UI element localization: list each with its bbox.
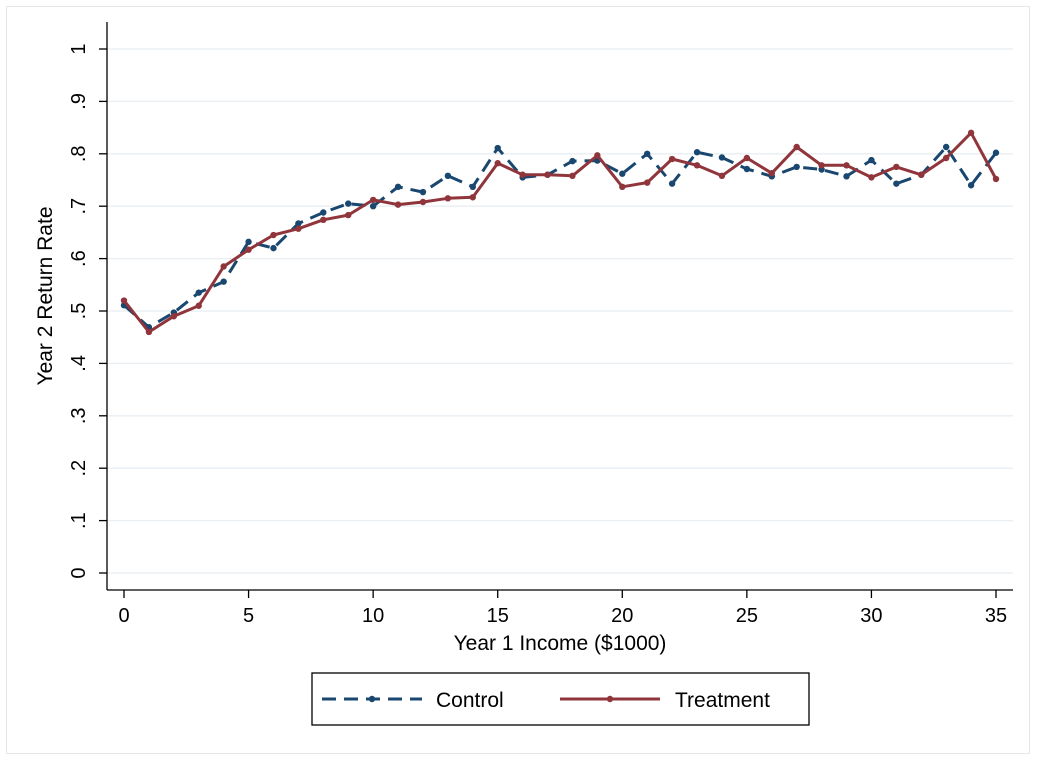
y-tick-label: .6 — [68, 250, 90, 267]
series-line-treatment — [122, 131, 998, 334]
data-point-treatment — [793, 143, 800, 151]
data-point-control — [893, 180, 900, 187]
data-point-control — [394, 183, 402, 191]
y-tick-label: 0 — [68, 567, 90, 578]
data-point-treatment — [668, 155, 676, 163]
data-point-treatment — [569, 172, 576, 180]
data-point-control — [419, 188, 427, 196]
data-point-control — [718, 154, 726, 161]
data-point-control — [793, 163, 800, 171]
data-point-control — [619, 170, 626, 177]
data-point-treatment — [718, 172, 726, 180]
data-point-treatment — [369, 196, 377, 204]
data-point-control — [444, 172, 452, 180]
y-axis-title: Year 2 Return Rate — [34, 206, 57, 385]
data-point-treatment — [967, 129, 975, 137]
data-point-treatment — [419, 198, 427, 206]
data-point-treatment — [942, 154, 950, 162]
data-point-control — [644, 150, 651, 157]
y-tick-label: .1 — [68, 512, 90, 529]
data-point-control — [843, 173, 850, 180]
data-point-treatment — [270, 231, 277, 239]
data-point-control — [967, 182, 975, 189]
data-point-control — [220, 278, 227, 285]
data-point-treatment — [444, 195, 452, 202]
y-tick-label: .4 — [68, 355, 90, 372]
data-point-treatment — [320, 216, 327, 224]
data-point-control — [245, 238, 252, 246]
y-tick-label: .2 — [68, 460, 90, 477]
chart-frame — [6, 6, 1030, 754]
data-point-control — [494, 144, 501, 152]
data-point-treatment — [594, 152, 601, 159]
data-point-treatment — [245, 246, 252, 253]
data-point-control — [743, 165, 751, 173]
x-tick-label: 15 — [487, 605, 509, 627]
data-point-treatment — [918, 171, 925, 178]
series-layer — [120, 129, 1000, 336]
data-point-treatment — [120, 297, 128, 304]
data-point-treatment — [893, 163, 900, 171]
data-point-treatment — [295, 225, 302, 232]
data-point-control — [369, 203, 377, 210]
data-point-control — [942, 143, 950, 151]
axes: 0.1.2.3.4.5.6.7.8.910 5 10 15 20 25 30 35 — [68, 22, 1013, 627]
x-tick-label: 25 — [736, 605, 758, 627]
x-tick-label: 5 — [243, 605, 254, 627]
legend-label-treatment: Treatment — [675, 689, 770, 712]
data-point-treatment — [170, 313, 178, 320]
x-tick-label: 10 — [362, 605, 384, 627]
y-tick-label: 1 — [68, 43, 90, 54]
legend-key-marker-control — [368, 695, 376, 703]
data-point-treatment — [345, 211, 352, 219]
data-point-treatment — [195, 302, 202, 309]
data-point-control — [320, 209, 327, 216]
x-axis-title: Year 1 Income ($1000) — [454, 632, 667, 655]
data-point-treatment — [619, 183, 626, 191]
data-point-treatment — [992, 175, 1000, 183]
data-point-treatment — [494, 160, 501, 167]
x-tick-label: 0 — [118, 605, 129, 627]
y-tick-label: .8 — [68, 145, 90, 162]
data-point-control — [992, 149, 1000, 156]
data-point-control — [569, 157, 576, 165]
data-point-treatment — [768, 169, 775, 177]
data-point-treatment — [544, 171, 551, 178]
data-point-treatment — [145, 328, 153, 336]
data-point-treatment — [743, 154, 751, 162]
gridlines — [107, 48, 1013, 574]
data-point-control — [345, 200, 352, 207]
y-tick-label: .5 — [68, 303, 90, 320]
data-point-control — [693, 149, 701, 156]
data-point-treatment — [843, 162, 850, 169]
legend-key-marker-treatment — [606, 695, 614, 703]
data-point-control — [195, 289, 202, 296]
x-tick-label: 30 — [860, 605, 882, 627]
data-point-control — [868, 156, 875, 164]
y-tick-label: .7 — [68, 198, 90, 215]
data-point-treatment — [644, 179, 651, 186]
y-tick-label: .9 — [68, 93, 90, 110]
data-point-control — [295, 220, 302, 227]
data-point-control — [270, 244, 277, 252]
data-point-control — [668, 180, 676, 187]
legend: Control Treatment — [311, 672, 810, 726]
x-tick-label: 35 — [985, 605, 1007, 627]
data-point-treatment — [519, 171, 526, 178]
data-point-control — [469, 183, 476, 191]
series-line-control — [123, 145, 998, 329]
data-point-treatment — [818, 162, 825, 169]
legend-label-control: Control — [436, 689, 504, 712]
data-point-treatment — [394, 201, 402, 208]
x-tick-label: 20 — [611, 605, 633, 627]
data-point-treatment — [469, 194, 476, 201]
data-point-treatment — [868, 174, 875, 181]
data-point-treatment — [220, 263, 227, 270]
y-tick-label: .3 — [68, 407, 90, 424]
data-point-treatment — [693, 162, 701, 169]
